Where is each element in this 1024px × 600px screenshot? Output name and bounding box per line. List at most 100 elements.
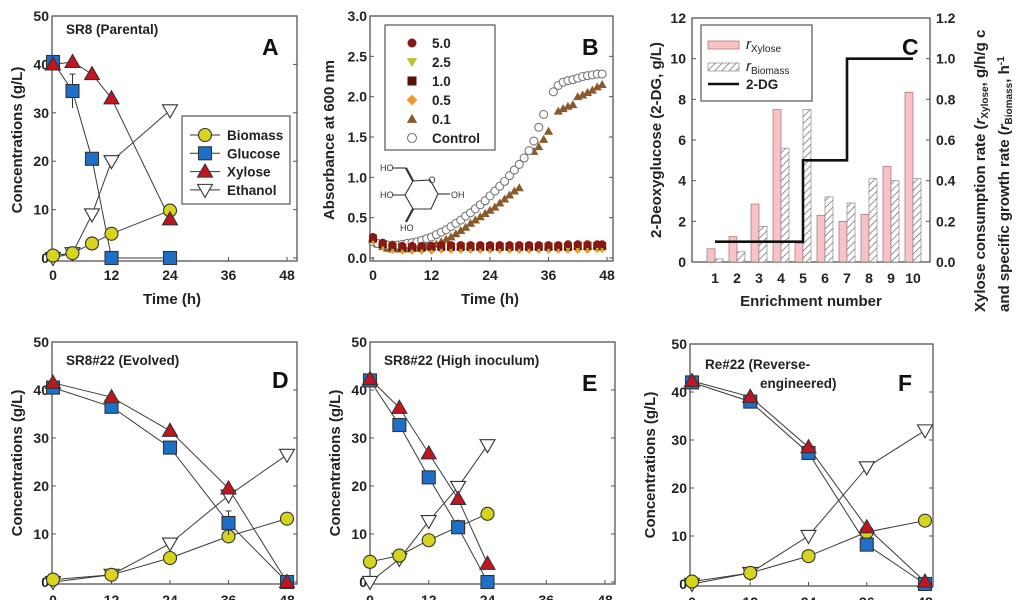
data-point-0-1 (495, 198, 505, 207)
bar-r-xylose (904, 91, 914, 263)
y-tick-label: 0 (41, 574, 49, 590)
y-tick-label: 50 (671, 336, 687, 352)
x-tick-label: 48 (917, 594, 933, 600)
y-tick-label: 0 (359, 574, 367, 590)
y-tick-label-right: 1.0 (936, 51, 956, 67)
data-point-control (534, 122, 544, 132)
data-point-glucose (392, 417, 407, 433)
data-point-5-0 (495, 241, 504, 250)
data-point-xylose (161, 422, 179, 437)
y-tick-label: 40 (33, 56, 49, 72)
legend-label: Biomass (227, 128, 283, 143)
label-part: Biomass (1004, 82, 1015, 124)
bar-r-biomass (868, 178, 878, 263)
data-point-glucose (162, 250, 178, 266)
data-point-ethanol (161, 104, 179, 119)
data-point-biomass (421, 533, 436, 548)
atom-label: OH (451, 190, 465, 200)
data-point-glucose (84, 151, 100, 166)
y-axis-label: Absorbance at 600 nm (321, 60, 338, 220)
data-point-5-0 (466, 241, 475, 250)
bar-r-xylose (860, 213, 870, 263)
data-point-control (529, 136, 539, 146)
y-axis-label-right: and specific growth rate (rBiomass, h-1 (996, 56, 1015, 312)
data-point-biomass (480, 506, 495, 521)
data-point-0-1 (534, 142, 544, 151)
data-point-0-1 (475, 212, 485, 221)
data-point-0-1 (539, 134, 549, 143)
y-tick-label: 4 (678, 173, 686, 189)
y-tick-label: 0 (678, 254, 686, 270)
x-tick-label: 1 (711, 270, 719, 286)
data-point-0-1 (587, 85, 597, 94)
x-tick-label: 48 (599, 267, 615, 283)
y-tick-label: 0 (679, 576, 687, 592)
data-point-5-0 (369, 233, 377, 242)
x-tick-label: 36 (221, 592, 237, 600)
data-point-biomass (84, 236, 100, 251)
x-tick-label: 48 (279, 592, 295, 600)
data-point-5-0 (417, 241, 426, 250)
label-part: and specific growth rate ( (996, 130, 1013, 312)
x-tick-label: 8 (865, 270, 873, 286)
legend-label: 5.0 (432, 36, 451, 51)
legend-marker (407, 76, 417, 86)
legend-marker-xylose (196, 163, 214, 178)
data-point-0-1 (514, 183, 524, 192)
bar-r-xylose (794, 243, 804, 263)
x-tick-label: 24 (801, 594, 817, 600)
data-point-0-1 (558, 104, 568, 113)
x-axis-label: Time (h) (143, 291, 201, 308)
data-point-xylose (103, 89, 120, 105)
data-point-control (504, 171, 515, 181)
y-tick-label: 20 (33, 153, 49, 169)
y-tick-label: 40 (33, 382, 49, 398)
plot-frame (51, 341, 298, 585)
y-tick-label: 50 (33, 334, 49, 350)
data-point-ethanol (361, 575, 379, 591)
y-tick-label: 12 (670, 10, 686, 26)
data-point-5-0 (564, 240, 572, 249)
data-point-ethanol (858, 461, 876, 476)
x-tick-label: 0 (49, 592, 57, 600)
data-point-xylose (64, 53, 81, 69)
data-point-xylose (479, 555, 496, 570)
x-tick-label: 10 (905, 270, 921, 286)
bar-r-xylose (838, 221, 848, 263)
y-axis-label: Concentrations (g/L) (9, 390, 26, 537)
panel-letter: F (898, 370, 912, 396)
bar-r-xylose (816, 214, 826, 263)
data-point-5-0 (437, 241, 446, 250)
data-point-ethanol (278, 448, 296, 464)
plot-frame (689, 343, 934, 587)
x-tick-label: 0 (366, 592, 374, 600)
bar-r-biomass (714, 258, 724, 263)
atom-label: O (428, 175, 435, 185)
legend-label-subscript: Xylose (751, 44, 781, 55)
data-point-biomass (362, 554, 378, 569)
data-point-5-0 (544, 241, 553, 250)
label-part: -1 (996, 56, 1007, 65)
panel-a: 0 10 20 30 40 50 0 12 24 36 48 Concentrations (g/L)… (9, 8, 298, 308)
bar-r-xylose (706, 248, 716, 263)
data-point-0-1 (568, 100, 578, 109)
data-point-control (524, 146, 534, 156)
data-point-5-0 (525, 241, 533, 250)
data-point-xylose (800, 438, 817, 454)
bar-r-xylose (772, 109, 782, 263)
data-point-0-1 (504, 190, 515, 199)
x-tick-label: 3 (755, 270, 763, 286)
x-tick-label: 12 (424, 267, 440, 283)
data-point-5-0 (378, 238, 387, 247)
data-point-xylose (420, 444, 438, 460)
data-point-0-1 (509, 186, 519, 195)
legend: Biomass Glucose Xylose Ethanol (181, 115, 291, 205)
x-tick-label: 9 (887, 270, 895, 286)
data-point-xylose (44, 55, 62, 71)
legend-label-main: 2-DG (746, 77, 778, 92)
y-axis-label: Concentrations (g/L) (642, 392, 659, 539)
y-tick-label: 0.5 (348, 210, 368, 226)
data-point-xylose (741, 388, 759, 403)
data-point-control (500, 176, 510, 186)
panel-b: 0.0 0.5 1.0 1.5 2.0 2.5 3.0 0 12 24 36 48 Absorbance… (321, 8, 615, 308)
